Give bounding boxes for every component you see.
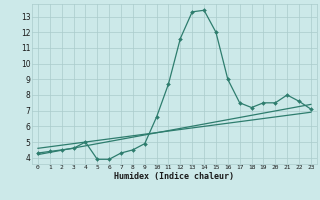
X-axis label: Humidex (Indice chaleur): Humidex (Indice chaleur) xyxy=(115,172,234,181)
